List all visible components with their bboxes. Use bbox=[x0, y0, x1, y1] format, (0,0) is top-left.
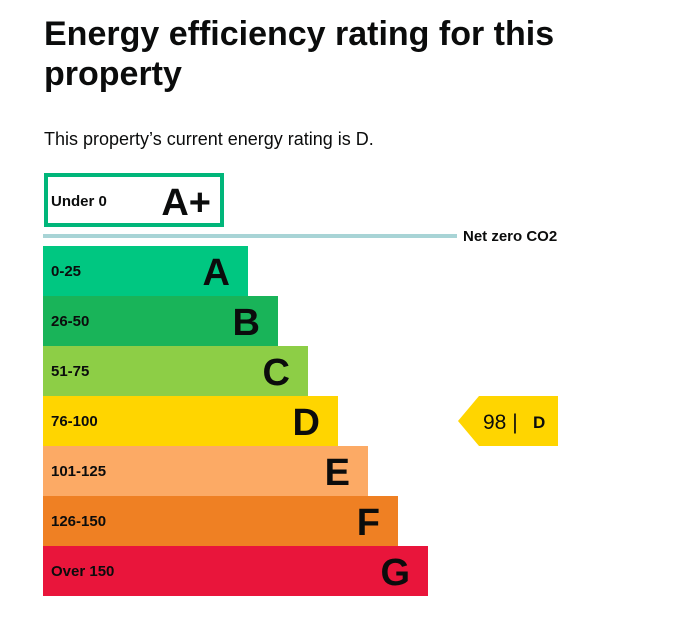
band-a-range: 0-25 bbox=[51, 263, 81, 280]
band-a-letter: A bbox=[203, 252, 230, 294]
current-rating-score: 98 | bbox=[483, 411, 518, 434]
band-c-letter: C bbox=[263, 352, 290, 394]
band-g-range: Over 150 bbox=[51, 563, 114, 580]
band-a-plus-box bbox=[44, 173, 224, 227]
band-e-range: 101-125 bbox=[51, 463, 106, 480]
band-g-bar bbox=[43, 546, 428, 596]
page-title: Energy efficiency rating for this proper… bbox=[44, 15, 555, 93]
current-rating-arrow bbox=[458, 396, 558, 446]
band-d-range: 76-100 bbox=[51, 413, 98, 430]
band-b-letter: B bbox=[233, 302, 260, 344]
band-a-plus-range: Under 0 bbox=[51, 193, 107, 210]
band-g-letter: G bbox=[380, 552, 410, 594]
band-c-bar bbox=[43, 346, 308, 396]
net-zero-label: Net zero CO2 bbox=[463, 228, 557, 245]
band-f-range: 126-150 bbox=[51, 513, 106, 530]
current-rating-letter: D bbox=[533, 413, 545, 432]
band-e-bar bbox=[43, 446, 368, 496]
band-f-letter: F bbox=[357, 502, 380, 544]
band-b-bar bbox=[43, 296, 278, 346]
band-d-letter: D bbox=[293, 402, 320, 444]
band-c-range: 51-75 bbox=[51, 363, 89, 380]
band-e-letter: E bbox=[325, 452, 350, 494]
band-d-bar bbox=[43, 396, 338, 446]
band-a-plus-letter: A+ bbox=[161, 182, 211, 224]
band-f-bar bbox=[43, 496, 398, 546]
band-b-range: 26-50 bbox=[51, 313, 89, 330]
band-a-bar bbox=[43, 246, 248, 296]
rating-summary: This property’s current energy rating is… bbox=[44, 129, 374, 149]
